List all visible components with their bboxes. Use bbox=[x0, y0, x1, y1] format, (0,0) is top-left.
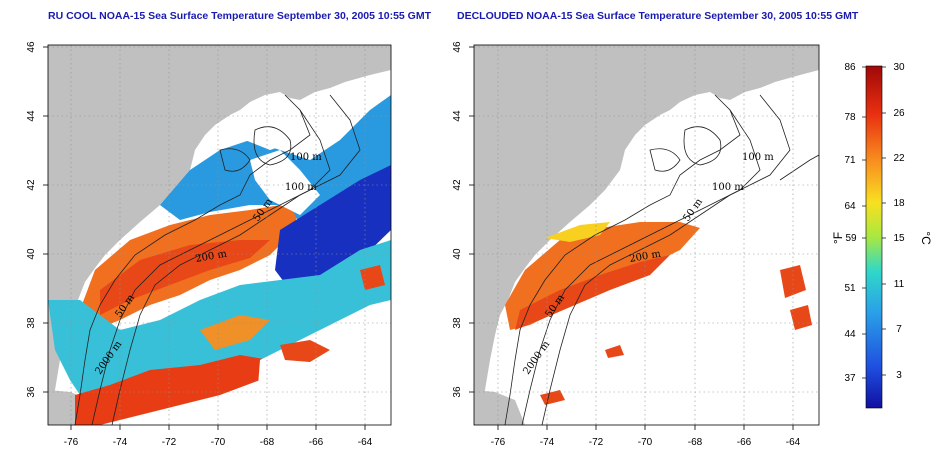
latitude-axis bbox=[469, 46, 474, 393]
contour-label: 100 m bbox=[712, 182, 744, 193]
fahrenheit-tick-label: 86 bbox=[844, 62, 856, 73]
lat-tick-label: 36 bbox=[26, 386, 37, 398]
lon-tick-label: -66 bbox=[309, 437, 324, 448]
contour-label: 100 m bbox=[290, 152, 322, 163]
depth-contours bbox=[504, 94, 819, 425]
celsius-tick-label: 7 bbox=[896, 324, 902, 335]
left-map-title: RU COOL NOAA-15 Sea Surface Temperature … bbox=[48, 10, 432, 22]
celsius-tick-label: 30 bbox=[893, 62, 905, 73]
fahrenheit-tick-label: 44 bbox=[844, 329, 856, 340]
fahrenheit-unit-label: °F bbox=[831, 232, 845, 244]
celsius-tick-label: 18 bbox=[893, 198, 905, 209]
lon-tick-label: -74 bbox=[540, 437, 555, 448]
lon-tick-label: -72 bbox=[589, 437, 604, 448]
longitude-axis bbox=[70, 425, 366, 430]
lon-tick-label: -70 bbox=[638, 437, 653, 448]
lat-tick-label: 42 bbox=[452, 179, 463, 191]
colorbar-gradient bbox=[865, 65, 883, 409]
fahrenheit-tick-label: 37 bbox=[844, 373, 856, 384]
lat-tick-label: 42 bbox=[26, 179, 37, 191]
right-map-panel: 100 m 100 m 50 m 200 m 50 m 2000 m bbox=[452, 41, 820, 448]
lon-tick-label: -66 bbox=[737, 437, 752, 448]
graticule bbox=[474, 45, 819, 425]
celsius-tick-label: 3 bbox=[896, 370, 902, 381]
lat-tick-label: 36 bbox=[452, 386, 463, 398]
land-mass bbox=[48, 45, 391, 425]
celsius-unit-label: °C bbox=[919, 231, 933, 245]
lat-tick-label: 38 bbox=[452, 317, 463, 329]
lon-tick-label: -70 bbox=[211, 437, 226, 448]
celsius-tick-label: 15 bbox=[893, 233, 905, 244]
depth-contours bbox=[74, 94, 361, 425]
celsius-tick-label: 26 bbox=[893, 108, 905, 119]
lon-tick-label: -68 bbox=[688, 437, 703, 448]
lon-tick-label: -64 bbox=[358, 437, 373, 448]
left-map-panel: 100 m 100 m 50 m 200 m 50 m 2000 m bbox=[26, 41, 392, 448]
lon-tick-label: -74 bbox=[113, 437, 128, 448]
lat-tick-label: 40 bbox=[452, 248, 463, 260]
fahrenheit-tick-label: 71 bbox=[844, 155, 856, 166]
latitude-axis bbox=[43, 46, 48, 393]
fahrenheit-tick-label: 51 bbox=[844, 283, 856, 294]
celsius-tick-label: 22 bbox=[893, 153, 905, 164]
lon-tick-label: -76 bbox=[64, 437, 79, 448]
contour-label: 100 m bbox=[285, 182, 317, 193]
fahrenheit-tick-label: 59 bbox=[845, 233, 857, 244]
lon-tick-label: -76 bbox=[491, 437, 506, 448]
lat-tick-label: 44 bbox=[452, 110, 463, 122]
lon-tick-label: -68 bbox=[260, 437, 275, 448]
lat-tick-label: 46 bbox=[26, 41, 37, 53]
lat-tick-label: 46 bbox=[452, 41, 463, 53]
contour-label: 100 m bbox=[742, 152, 774, 163]
lat-tick-label: 38 bbox=[26, 317, 37, 329]
lat-tick-label: 40 bbox=[26, 248, 37, 260]
fahrenheit-tick-label: 78 bbox=[844, 112, 856, 123]
celsius-tick-label: 11 bbox=[894, 279, 905, 290]
graticule bbox=[48, 45, 391, 425]
lon-tick-label: -64 bbox=[786, 437, 801, 448]
right-map-title: DECLOUDED NOAA-15 Sea Surface Temperatur… bbox=[457, 10, 859, 22]
temperature-colorbar: 86 78 71 64 59 51 44 37 30 26 22 18 15 1… bbox=[831, 62, 933, 409]
longitude-axis bbox=[497, 425, 794, 430]
lon-tick-label: -72 bbox=[162, 437, 177, 448]
land-mass bbox=[474, 45, 819, 425]
lat-tick-label: 44 bbox=[26, 110, 37, 122]
fahrenheit-tick-label: 64 bbox=[844, 201, 856, 212]
